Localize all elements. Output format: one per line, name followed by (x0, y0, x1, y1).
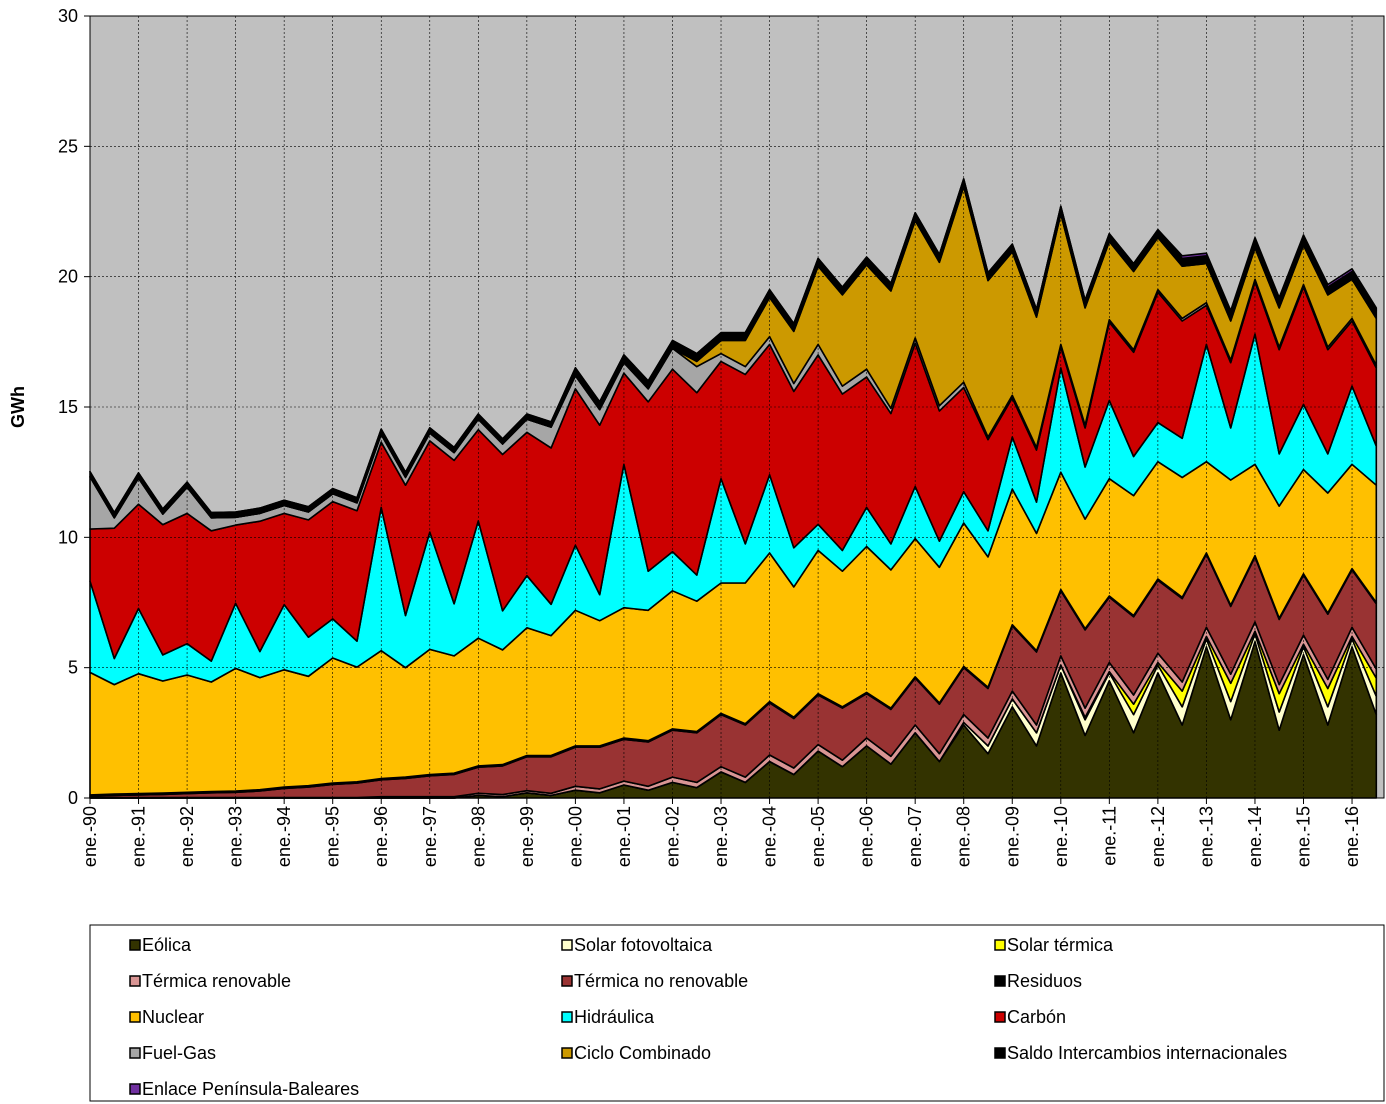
x-tick-label: ene.-05 (808, 806, 828, 867)
legend-label: Solar fotovoltaica (574, 935, 713, 955)
legend-label: Residuos (1007, 971, 1082, 991)
x-tick-label: ene.-03 (711, 806, 731, 867)
x-tick-label: ene.-04 (760, 806, 780, 867)
x-tick-label: ene.-10 (1051, 806, 1071, 867)
legend-label: Eólica (142, 935, 192, 955)
y-tick-label: 30 (58, 6, 78, 26)
x-tick-label: ene.-12 (1148, 806, 1168, 867)
x-tick-label: ene.-99 (517, 806, 537, 867)
legend-swatch (129, 1011, 141, 1023)
legend-label: Térmica renovable (142, 971, 291, 991)
x-tick-label: ene.-16 (1342, 806, 1362, 867)
legend-label: Nuclear (142, 1007, 204, 1027)
x-tick-label: ene.-14 (1245, 806, 1265, 867)
legend-label: Hidráulica (574, 1007, 655, 1027)
legend-swatch (994, 975, 1006, 987)
legend-swatch (994, 1047, 1006, 1059)
legend-label: Carbón (1007, 1007, 1066, 1027)
legend-swatch (561, 975, 573, 987)
legend-label: Fuel-Gas (142, 1043, 216, 1063)
legend-label: Térmica no renovable (574, 971, 748, 991)
x-tick-label: ene.-01 (614, 806, 634, 867)
x-tick-label: ene.-00 (565, 806, 585, 867)
x-tick-label: ene.-92 (177, 806, 197, 867)
legend-label: Enlace Península-Baleares (142, 1079, 359, 1099)
legend-swatch (994, 939, 1006, 951)
y-tick-label: 20 (58, 267, 78, 287)
legend-swatch (129, 939, 141, 951)
x-tick-label: ene.-08 (954, 806, 974, 867)
legend-label: Solar térmica (1007, 935, 1114, 955)
legend-swatch (129, 1047, 141, 1059)
x-tick-label: ene.-09 (1002, 806, 1022, 867)
y-tick-label: 5 (68, 658, 78, 678)
x-tick-label: ene.-94 (274, 806, 294, 867)
x-tick-label: ene.-98 (468, 806, 488, 867)
x-tick-label: ene.-11 (1099, 806, 1119, 866)
legend-label: Ciclo Combinado (574, 1043, 711, 1063)
x-tick-label: ene.-91 (129, 806, 149, 867)
x-tick-label: ene.-90 (80, 806, 100, 867)
legend-swatch (129, 1083, 141, 1095)
x-tick-label: ene.-07 (905, 806, 925, 867)
y-tick-label: 15 (58, 397, 78, 417)
y-tick-label: 25 (58, 136, 78, 156)
legend-swatch (994, 1011, 1006, 1023)
legend-label: Saldo Intercambios internacionales (1007, 1043, 1287, 1063)
y-tick-label: 0 (68, 788, 78, 808)
area (89, 178, 1378, 514)
x-tick-label: ene.-97 (420, 806, 440, 867)
legend (89, 924, 1385, 1102)
legend-swatch (129, 975, 141, 987)
x-tick-label: ene.-15 (1294, 806, 1314, 867)
x-tick-label: ene.-06 (857, 806, 877, 867)
x-tick-label: ene.-93 (226, 806, 246, 867)
y-tick-label: 10 (58, 527, 78, 547)
legend-swatch (561, 1011, 573, 1023)
x-tick-label: ene.-96 (371, 806, 391, 867)
x-tick-label: ene.-02 (662, 806, 682, 867)
y-axis-label: GWh (8, 386, 28, 428)
x-tick-label: ene.-95 (323, 806, 343, 867)
legend-swatch (561, 1047, 573, 1059)
x-tick-label: ene.-13 (1196, 806, 1216, 867)
legend-swatch (561, 939, 573, 951)
